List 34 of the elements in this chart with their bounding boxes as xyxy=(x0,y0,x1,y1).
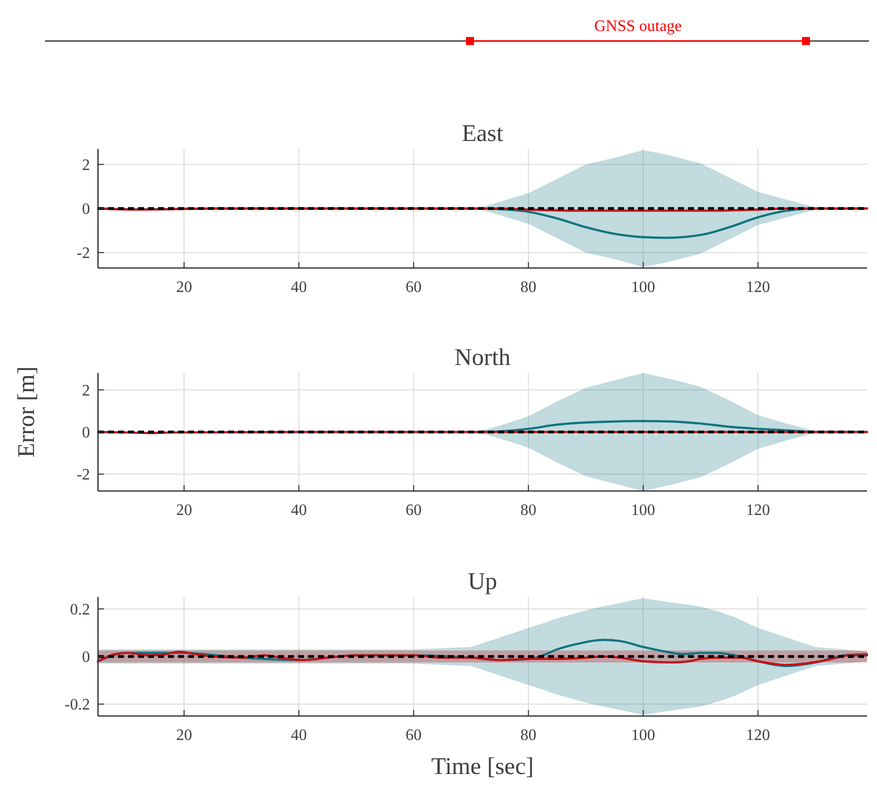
x-tick-label: 120 xyxy=(746,727,770,744)
y-tick-label: 0 xyxy=(82,649,90,666)
line-series xyxy=(96,650,868,666)
x-tick-label: 120 xyxy=(746,502,770,519)
y-tick-label: 2 xyxy=(82,382,90,400)
y-tick-label: 0 xyxy=(82,424,90,442)
x-tick-label: 60 xyxy=(406,279,422,296)
y-tick-label: -0.2 xyxy=(64,696,90,714)
x-tick-label: 120 xyxy=(746,279,770,296)
x-tick-label: 60 xyxy=(406,727,422,744)
x-tick-label: 20 xyxy=(176,279,192,296)
x-tick-label: 100 xyxy=(631,502,656,519)
chart-title: Up xyxy=(468,569,498,595)
text: GNSS outage xyxy=(594,18,682,35)
y-tick-label: 2 xyxy=(82,157,90,174)
x-tick-label: 80 xyxy=(520,502,536,519)
x-tick-label: 20 xyxy=(176,727,192,744)
x-tick-label: 100 xyxy=(631,727,656,744)
x-tick-label: 80 xyxy=(520,727,536,744)
x-tick-label: 40 xyxy=(290,502,307,519)
x-tick-label: 60 xyxy=(406,502,422,519)
chart-title: North xyxy=(454,345,510,371)
x-tick-label: 100 xyxy=(631,279,656,296)
chart-title: East xyxy=(462,121,504,147)
y-tick-label: 0.2 xyxy=(70,602,90,618)
x-tick-label: 40 xyxy=(290,727,307,744)
y-axis-title: Error [m] xyxy=(14,366,40,458)
x-tick-label: 40 xyxy=(290,279,307,296)
y-tick-label: -2 xyxy=(76,466,90,484)
x-tick-label: 20 xyxy=(176,502,192,519)
x-tick-label: 80 xyxy=(520,279,536,296)
y-tick-label: -2 xyxy=(76,245,90,262)
x-axis-title: Time [sec] xyxy=(431,754,534,780)
y-tick-label: 0 xyxy=(82,201,90,218)
